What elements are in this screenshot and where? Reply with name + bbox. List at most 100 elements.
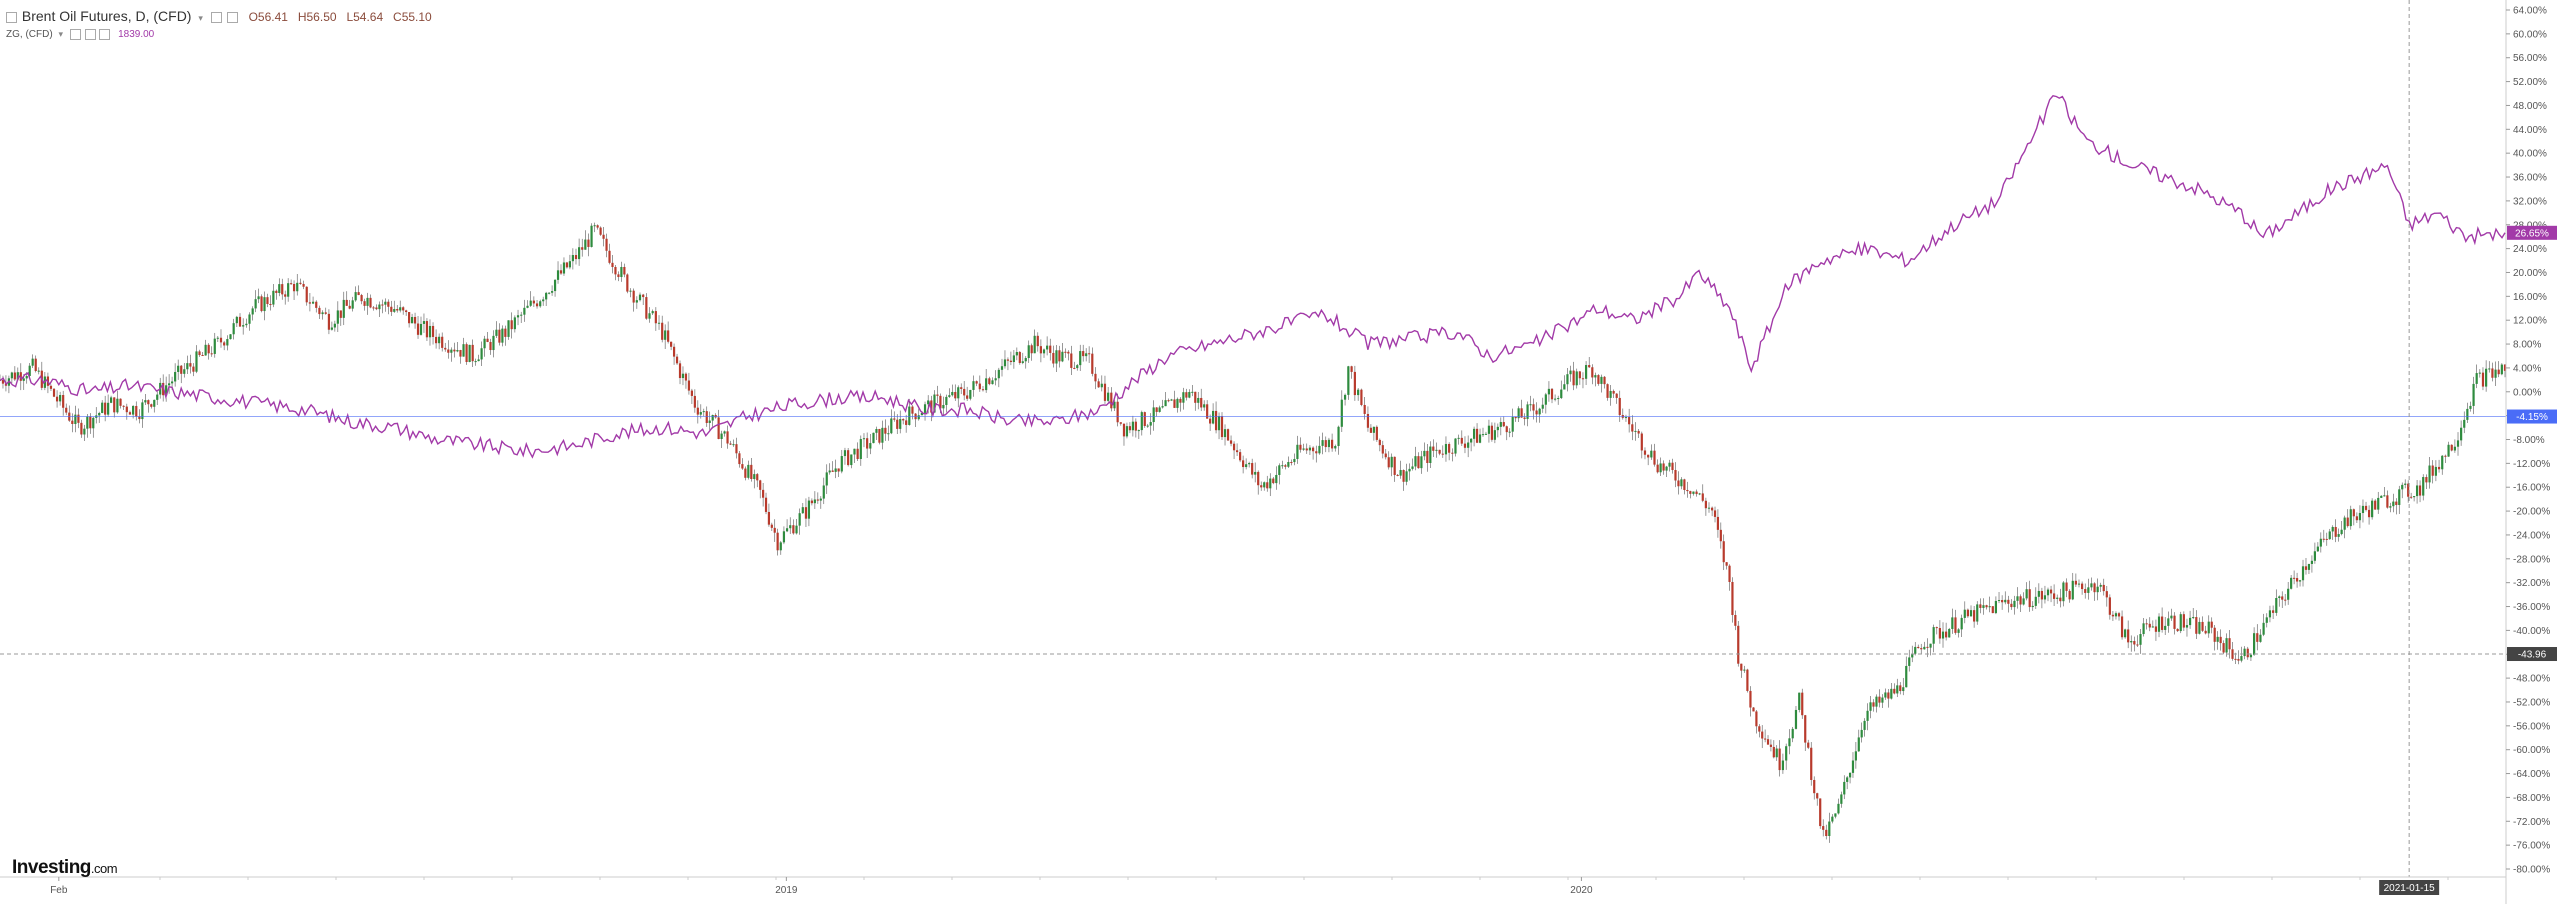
candle-body bbox=[1985, 605, 1988, 608]
main-series-title[interactable]: Brent Oil Futures, D, (CFD) bbox=[21, 8, 192, 24]
candle-body bbox=[292, 284, 296, 292]
chevron-down-icon[interactable]: ▾ bbox=[198, 13, 203, 23]
candle bbox=[2413, 496, 2416, 502]
candle-body bbox=[1804, 715, 1807, 743]
candle bbox=[410, 313, 414, 324]
candle-body bbox=[156, 394, 159, 400]
candle bbox=[1749, 686, 1752, 717]
candle-body bbox=[1272, 478, 1275, 484]
candle bbox=[963, 381, 966, 401]
candle-body bbox=[1875, 696, 1878, 707]
candle bbox=[762, 482, 765, 507]
x-tick-label: Feb bbox=[50, 885, 68, 896]
candle-body bbox=[1064, 351, 1067, 353]
candle bbox=[1662, 460, 1665, 475]
candle bbox=[281, 278, 284, 300]
candle-body bbox=[617, 274, 620, 278]
candle-body bbox=[1296, 444, 1299, 459]
candle bbox=[1470, 438, 1473, 452]
candle-body bbox=[1176, 398, 1179, 408]
candle-body bbox=[186, 363, 189, 370]
candle-body bbox=[1185, 392, 1188, 398]
candle bbox=[1569, 365, 1572, 382]
candle bbox=[177, 359, 180, 380]
y-tick-label: 60.00% bbox=[2513, 29, 2547, 40]
candle bbox=[2374, 499, 2377, 510]
y-tick-label: -80.00% bbox=[2513, 865, 2550, 876]
candle bbox=[902, 418, 905, 425]
candle-body bbox=[113, 397, 116, 413]
candle bbox=[447, 340, 450, 359]
candle bbox=[1137, 429, 1140, 440]
candle-body bbox=[263, 297, 266, 312]
candle bbox=[2077, 579, 2081, 588]
candle-body bbox=[2201, 621, 2204, 631]
candle-body bbox=[342, 299, 345, 318]
candle-body bbox=[1116, 401, 1119, 423]
candle-body bbox=[345, 299, 348, 306]
candle-body bbox=[1785, 746, 1788, 761]
candle bbox=[1781, 753, 1785, 774]
candle bbox=[813, 491, 816, 509]
candle-body bbox=[77, 414, 80, 423]
candle bbox=[1976, 601, 1979, 625]
candle bbox=[2102, 578, 2105, 596]
candle-body bbox=[1591, 367, 1594, 378]
candle-body bbox=[153, 399, 156, 407]
candle bbox=[960, 383, 963, 395]
candle-body bbox=[2204, 630, 2207, 634]
candle bbox=[141, 399, 144, 428]
candle-body bbox=[408, 312, 411, 324]
candle bbox=[413, 312, 417, 329]
candle bbox=[2322, 529, 2325, 543]
candle-body bbox=[459, 350, 462, 357]
candle-body bbox=[1680, 479, 1683, 487]
candle-body bbox=[101, 402, 104, 413]
candle-body bbox=[1758, 726, 1761, 732]
candle bbox=[1052, 345, 1055, 368]
candle-body bbox=[1737, 625, 1740, 664]
x-axis[interactable]: Feb 2019 2020 bbox=[50, 877, 2449, 896]
chevron-down-icon[interactable]: ▾ bbox=[58, 29, 63, 40]
candle bbox=[2074, 573, 2077, 588]
candle-body bbox=[1334, 445, 1337, 449]
close-icon[interactable] bbox=[226, 11, 238, 23]
candle-body bbox=[741, 464, 744, 469]
candle-body bbox=[948, 395, 951, 397]
y-tick-label: -8.00% bbox=[2513, 435, 2545, 446]
settings-icon[interactable] bbox=[84, 29, 96, 40]
compare-series-title[interactable]: ZG, (CFD) bbox=[6, 29, 53, 41]
candle bbox=[1828, 812, 1831, 843]
candle bbox=[1027, 340, 1030, 363]
candle-body bbox=[366, 297, 369, 306]
candle bbox=[1766, 735, 1770, 745]
candle bbox=[2313, 542, 2316, 564]
candle-body bbox=[887, 433, 890, 435]
candle bbox=[972, 375, 975, 397]
candle-body bbox=[1097, 381, 1100, 388]
candle bbox=[1575, 368, 1578, 389]
eye-icon[interactable] bbox=[69, 29, 81, 40]
candle bbox=[31, 354, 34, 368]
candle bbox=[1640, 431, 1643, 459]
candle bbox=[2004, 591, 2007, 605]
candle bbox=[584, 230, 587, 250]
candle-body bbox=[675, 356, 679, 364]
candle bbox=[1508, 428, 1511, 438]
candle-body bbox=[59, 395, 62, 402]
candle bbox=[1588, 357, 1591, 369]
candle bbox=[1875, 694, 1878, 713]
candle bbox=[339, 310, 342, 326]
candle bbox=[1152, 400, 1155, 431]
candle bbox=[86, 413, 89, 438]
candle bbox=[1331, 433, 1334, 452]
settings-icon[interactable] bbox=[210, 11, 222, 23]
collapse-icon[interactable] bbox=[6, 11, 17, 23]
candle bbox=[1609, 384, 1612, 406]
candle-body bbox=[2136, 644, 2139, 646]
candle-body bbox=[513, 317, 516, 330]
candle-body bbox=[1242, 460, 1245, 468]
candle bbox=[587, 233, 590, 257]
close-icon[interactable] bbox=[99, 29, 111, 40]
